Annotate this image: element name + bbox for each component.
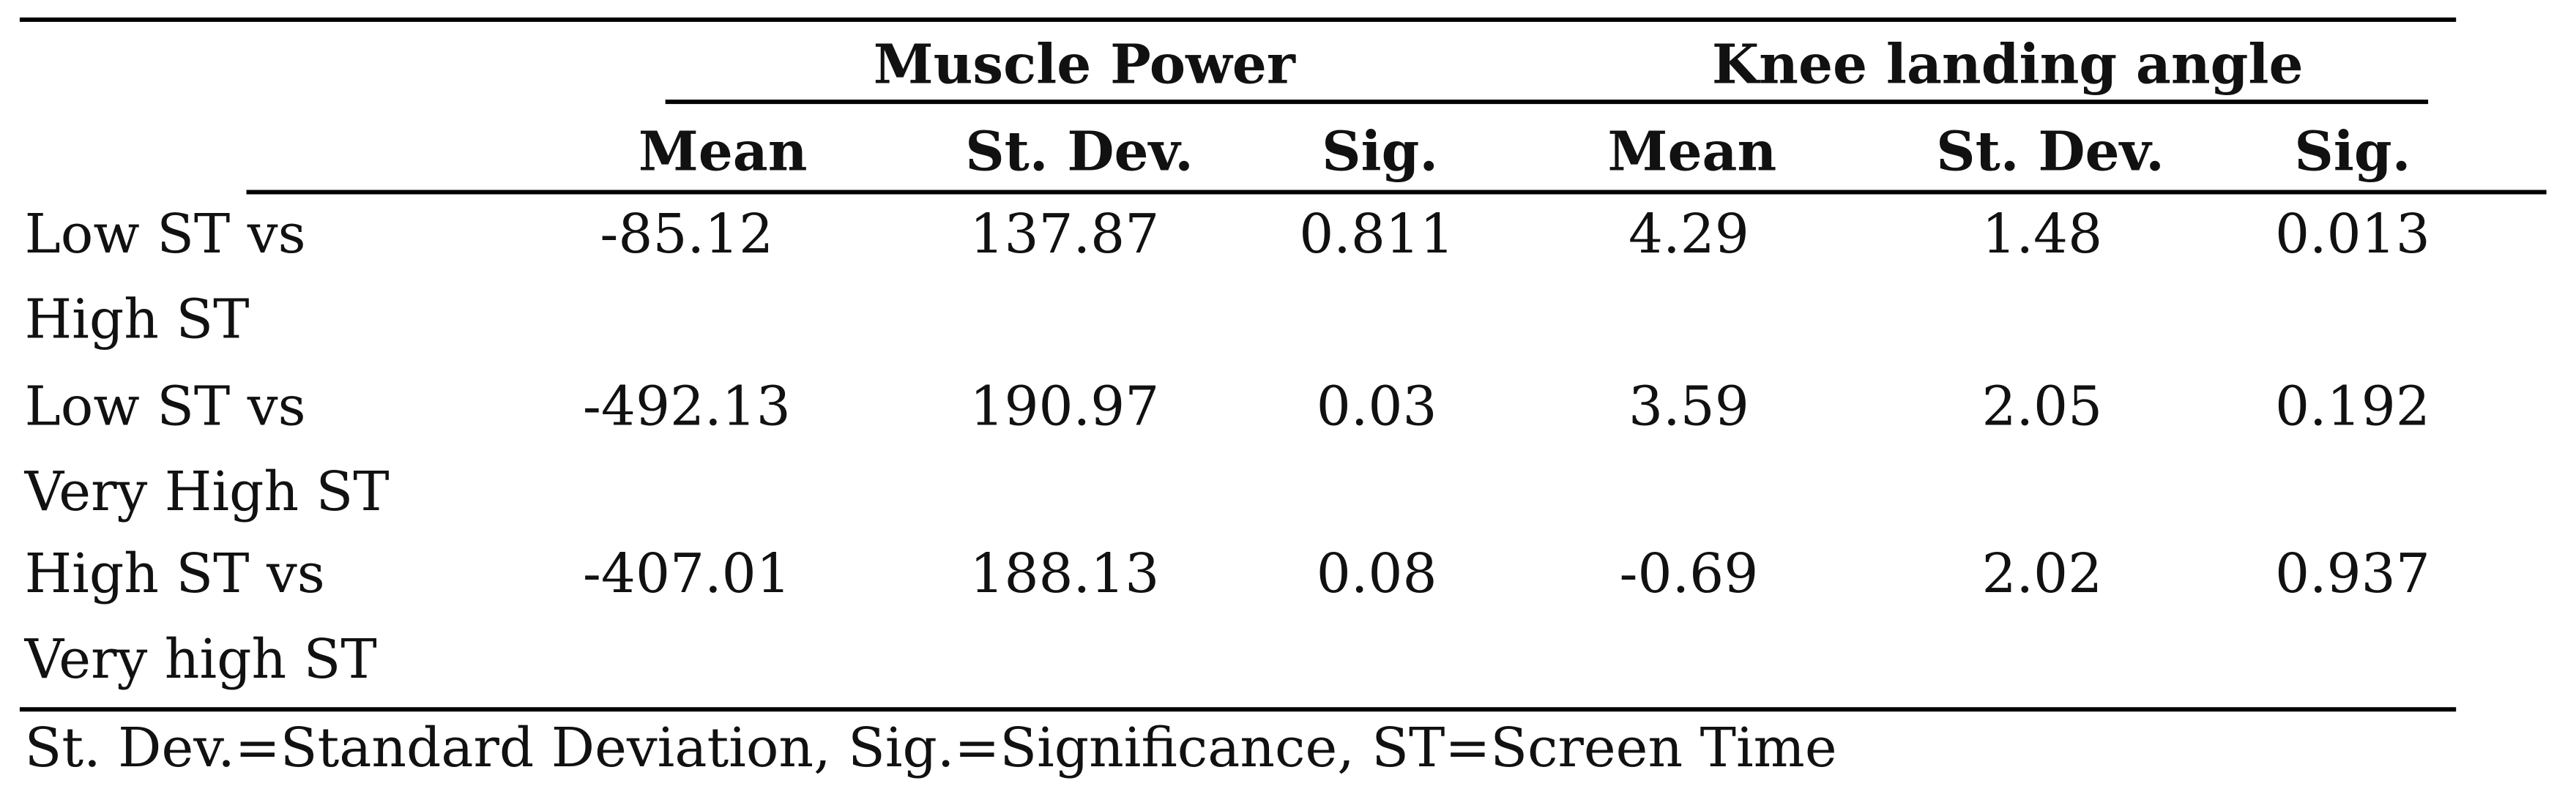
row-label: High ST vs (25, 542, 325, 605)
cell: 188.13 (969, 542, 1159, 605)
cell: -407.01 (583, 542, 791, 605)
row-label: Very High ST (24, 460, 390, 523)
cell: -85.12 (600, 203, 773, 266)
cell: 0.192 (2275, 375, 2430, 438)
cell: 0.03 (1317, 375, 1437, 438)
group-header: Muscle Power (874, 34, 1296, 97)
cell: 0.811 (1299, 203, 1454, 266)
cell: 0.937 (2275, 542, 2430, 605)
cell: -492.13 (583, 375, 791, 438)
cell: 137.87 (969, 203, 1159, 266)
cell: 190.97 (969, 375, 1159, 438)
cell: -0.69 (1620, 542, 1759, 605)
column-header: Mean (639, 121, 808, 184)
row-label: Low ST vs (25, 375, 306, 438)
column-header: St. Dev. (965, 121, 1194, 184)
cell: 3.59 (1628, 375, 1749, 438)
row-label: Very high ST (24, 628, 377, 691)
cell: 0.08 (1317, 542, 1437, 605)
column-header: St. Dev. (1936, 121, 2164, 184)
row-label: Low ST vs (25, 203, 306, 266)
group-header: Knee landing angle (1712, 34, 2304, 97)
column-header: Sig. (2294, 121, 2411, 184)
cell: 2.02 (1981, 542, 2102, 605)
column-header: Sig. (1322, 121, 1438, 184)
cell: 1.48 (1981, 203, 2102, 266)
footnote: St. Dev.=Standard Deviation, Sig.=Signif… (25, 717, 1837, 779)
cell: 2.05 (1981, 375, 2102, 438)
cell: 0.013 (2275, 203, 2430, 266)
row-label: High ST (25, 288, 250, 351)
column-header: Mean (1608, 121, 1777, 184)
cell: 4.29 (1628, 203, 1749, 266)
